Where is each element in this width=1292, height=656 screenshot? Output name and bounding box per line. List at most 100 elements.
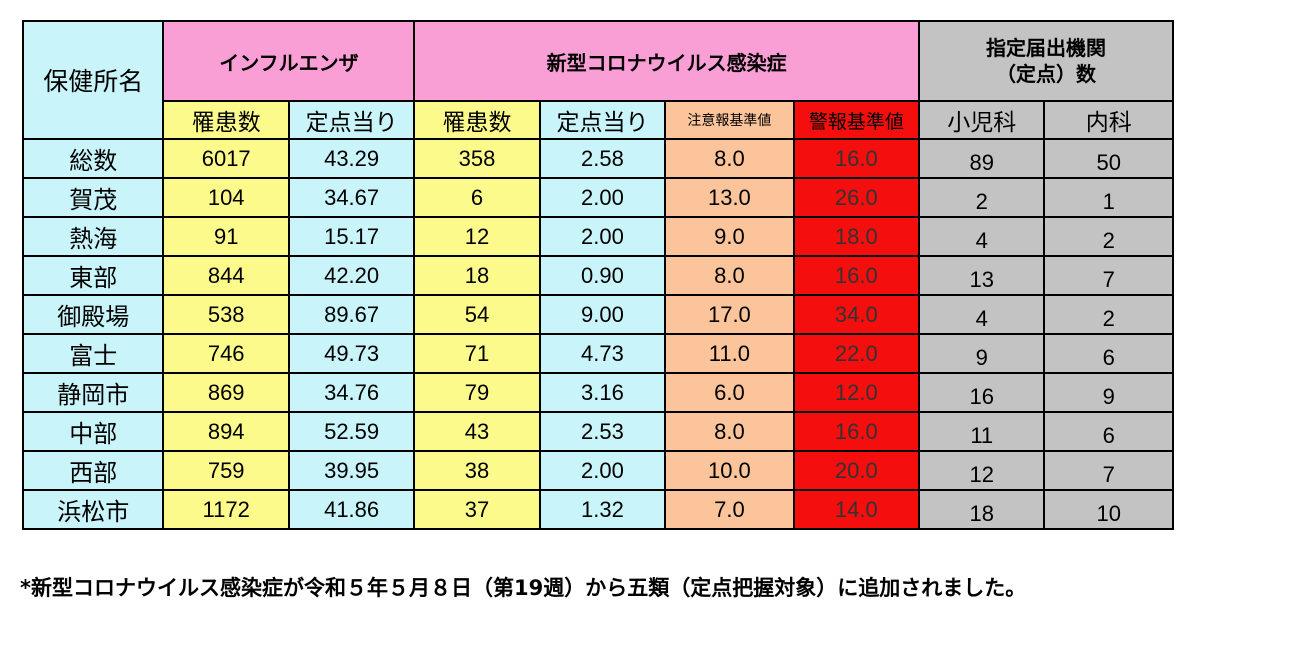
cov-cases: 358	[413, 138, 541, 179]
inf-cases: 869	[162, 372, 290, 413]
inf-cases: 538	[162, 294, 290, 335]
caution-value: 8.0	[664, 411, 795, 452]
inf-per-point: 39.95	[287, 450, 416, 491]
internal-count: 9	[1043, 372, 1174, 413]
header-alert: 警報基準値	[792, 100, 921, 140]
inf-cases: 104	[162, 177, 290, 218]
header-internal: 内科	[1043, 100, 1174, 140]
pediatrics-count: 4	[918, 216, 1046, 257]
internal-count: 7	[1043, 255, 1174, 296]
pediatrics-count: 11	[918, 411, 1046, 452]
inf-cases: 91	[162, 216, 290, 257]
cov-cases: 6	[413, 177, 541, 218]
caution-value: 13.0	[664, 177, 795, 218]
alert-value: 16.0	[792, 138, 921, 179]
table-row: 浜松市 1172 41.86 37 1.32 7.0 14.0 18 10	[21, 489, 1174, 530]
caution-value: 10.0	[664, 450, 795, 491]
inf-cases: 6017	[162, 138, 290, 179]
alert-value: 16.0	[792, 255, 921, 296]
cov-per-point: 9.00	[538, 294, 667, 335]
inf-cases: 1172	[162, 489, 290, 530]
header-institutions: 指定届出機関 （定点）数	[918, 20, 1174, 102]
internal-count: 2	[1043, 216, 1174, 257]
pediatrics-count: 18	[918, 489, 1046, 530]
header-covid: 新型コロナウイルス感染症	[413, 20, 921, 102]
table-row: 西部 759 39.95 38 2.00 10.0 20.0 12 7	[21, 450, 1174, 491]
office-name: 西部	[21, 450, 165, 491]
alert-value: 22.0	[792, 333, 921, 374]
inf-cases: 759	[162, 450, 290, 491]
caution-value: 9.0	[664, 216, 795, 257]
pediatrics-count: 89	[918, 138, 1046, 179]
table-body: 総数 6017 43.29 358 2.58 8.0 16.0 89 50 賀茂 104 34.67 6…	[21, 138, 1174, 530]
cov-per-point: 2.00	[538, 450, 667, 491]
alert-value: 16.0	[792, 411, 921, 452]
pediatrics-count: 2	[918, 177, 1046, 218]
table-row: 富士 746 49.73 71 4.73 11.0 22.0 9 6	[21, 333, 1174, 374]
alert-value: 12.0	[792, 372, 921, 413]
footnote: *新型コロナウイルス感染症が令和５年５月８日（第19週）から五類（定点把握対象）…	[20, 576, 1027, 600]
header-institutions-line2: （定点）数	[996, 62, 1097, 86]
pediatrics-count: 16	[918, 372, 1046, 413]
table-row: 御殿場 538 89.67 54 9.00 17.0 34.0 4 2	[21, 294, 1174, 335]
pediatrics-count: 12	[918, 450, 1046, 491]
header-office: 保健所名	[21, 20, 165, 140]
internal-count: 2	[1043, 294, 1174, 335]
internal-count: 50	[1043, 138, 1174, 179]
office-name: 賀茂	[21, 177, 165, 218]
pediatrics-count: 9	[918, 333, 1046, 374]
cov-cases: 43	[413, 411, 541, 452]
cov-per-point: 0.90	[538, 255, 667, 296]
office-name: 御殿場	[21, 294, 165, 335]
header-inf-per-point: 定点当り	[287, 100, 416, 140]
alert-value: 34.0	[792, 294, 921, 335]
inf-cases: 844	[162, 255, 290, 296]
cov-per-point: 2.00	[538, 216, 667, 257]
alert-value: 18.0	[792, 216, 921, 257]
inf-per-point: 42.20	[287, 255, 416, 296]
cov-per-point: 3.16	[538, 372, 667, 413]
caution-value: 6.0	[664, 372, 795, 413]
office-name: 熱海	[21, 216, 165, 257]
caution-value: 8.0	[664, 255, 795, 296]
header-cov-per-point: 定点当り	[538, 100, 667, 140]
internal-count: 10	[1043, 489, 1174, 530]
inf-per-point: 34.76	[287, 372, 416, 413]
header-institutions-line1: 指定届出機関	[986, 36, 1107, 60]
table-row: 東部 844 42.20 18 0.90 8.0 16.0 13 7	[21, 255, 1174, 296]
caution-value: 8.0	[664, 138, 795, 179]
inf-per-point: 34.67	[287, 177, 416, 218]
cov-cases: 12	[413, 216, 541, 257]
cov-cases: 37	[413, 489, 541, 530]
office-name: 総数	[21, 138, 165, 179]
inf-cases: 746	[162, 333, 290, 374]
table-row: 熱海 91 15.17 12 2.00 9.0 18.0 4 2	[21, 216, 1174, 257]
header-pediatrics: 小児科	[918, 100, 1046, 140]
cov-per-point: 2.58	[538, 138, 667, 179]
header-inf-cases: 罹患数	[162, 100, 290, 140]
cov-per-point: 2.53	[538, 411, 667, 452]
table-row: 静岡市 869 34.76 79 3.16 6.0 12.0 16 9	[21, 372, 1174, 413]
office-name: 東部	[21, 255, 165, 296]
cov-cases: 38	[413, 450, 541, 491]
pediatrics-count: 4	[918, 294, 1046, 335]
internal-count: 6	[1043, 411, 1174, 452]
inf-per-point: 89.67	[287, 294, 416, 335]
office-name: 静岡市	[21, 372, 165, 413]
header-cov-cases: 罹患数	[413, 100, 541, 140]
internal-count: 7	[1043, 450, 1174, 491]
cov-cases: 71	[413, 333, 541, 374]
table-row: 中部 894 52.59 43 2.53 8.0 16.0 11 6	[21, 411, 1174, 452]
pediatrics-count: 13	[918, 255, 1046, 296]
caution-value: 7.0	[664, 489, 795, 530]
inf-per-point: 52.59	[287, 411, 416, 452]
alert-value: 14.0	[792, 489, 921, 530]
cov-per-point: 2.00	[538, 177, 667, 218]
caution-value: 11.0	[664, 333, 795, 374]
header-caution: 注意報基準値	[664, 100, 795, 140]
inf-cases: 894	[162, 411, 290, 452]
table-row: 総数 6017 43.29 358 2.58 8.0 16.0 89 50	[21, 138, 1174, 179]
cov-cases: 79	[413, 372, 541, 413]
caution-value: 17.0	[664, 294, 795, 335]
alert-value: 26.0	[792, 177, 921, 218]
